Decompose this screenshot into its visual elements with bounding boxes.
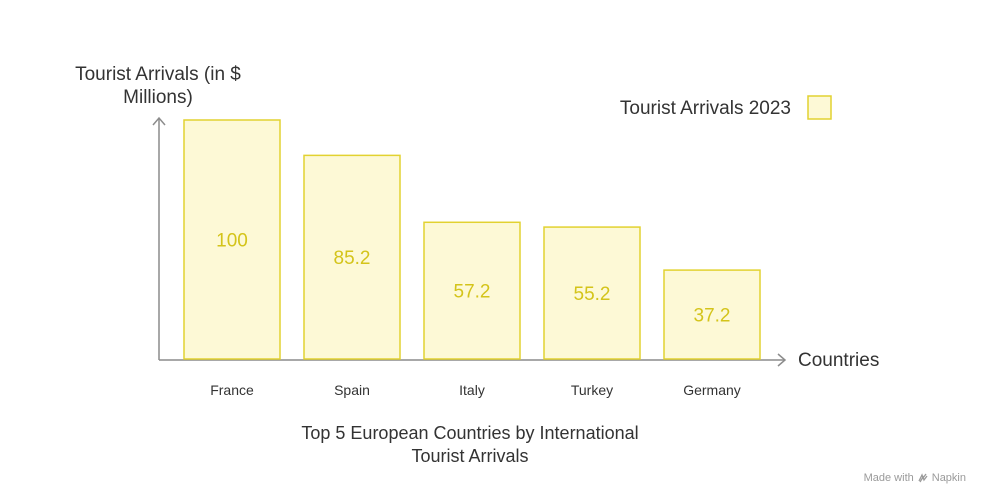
bars-group: 100 France 85.2 Spain 57.2 Italy 55.2 Turkey 37.… xyxy=(183,119,761,398)
x-tick-label-france: France xyxy=(210,382,254,398)
chart-title-line-2: Tourist Arrivals xyxy=(411,446,528,466)
watermark-text: Made with xyxy=(863,472,914,484)
bar-value-label-spain: 85.2 xyxy=(334,248,371,269)
x-tick-label-italy: Italy xyxy=(459,382,485,398)
x-tick-label-spain: Spain xyxy=(334,382,370,398)
y-axis-label-line-1: Tourist Arrivals (in $ xyxy=(75,64,241,85)
x-axis-label: Countries xyxy=(798,350,879,371)
chart-title-line-1: Top 5 European Countries by Internationa… xyxy=(301,423,638,443)
bar-value-label-turkey: 55.2 xyxy=(574,284,611,305)
bar-value-label-germany: 37.2 xyxy=(694,306,731,327)
x-axis-arrowhead xyxy=(777,353,787,367)
bar-value-label-italy: 57.2 xyxy=(454,282,491,303)
watermark-brand: Napkin xyxy=(931,472,966,484)
legend-label: Tourist Arrivals 2023 xyxy=(620,98,791,119)
bar-value-label-france: 100 xyxy=(216,231,248,252)
napkin-watermark: Made with Napkin xyxy=(864,472,966,484)
y-axis-label-line-2: Millions) xyxy=(123,87,193,108)
bar-germany xyxy=(663,269,761,360)
legend-swatch xyxy=(807,95,832,120)
bar-italy xyxy=(423,221,521,360)
x-tick-label-turkey: Turkey xyxy=(571,382,613,398)
bar-spain xyxy=(303,154,401,360)
bar-france xyxy=(183,119,281,360)
x-tick-label-germany: Germany xyxy=(683,382,741,398)
y-axis-arrowhead xyxy=(152,116,166,126)
bar-turkey xyxy=(543,226,641,360)
napkin-logo-icon xyxy=(918,473,928,483)
